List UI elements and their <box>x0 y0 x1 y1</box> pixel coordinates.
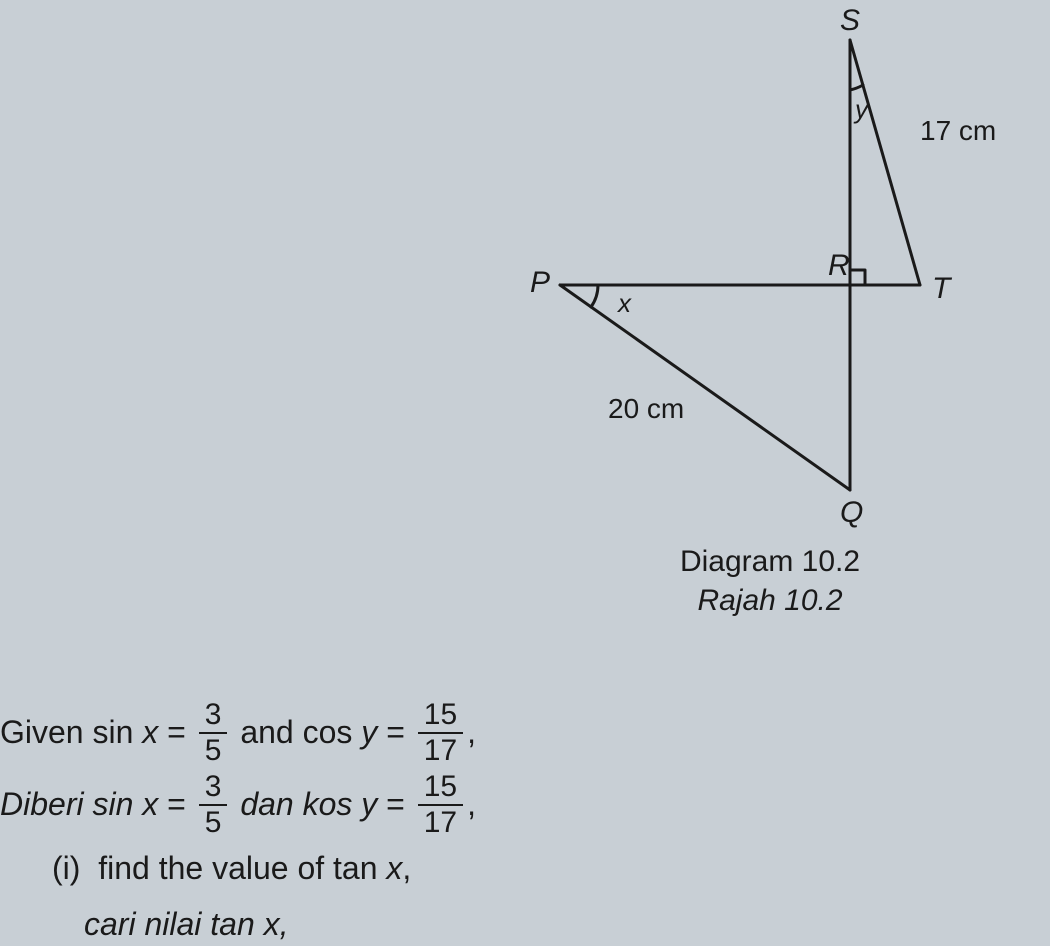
diagram: P R T S Q x y 17 cm 20 cm Diagram 10.2 R… <box>490 0 1050 640</box>
part-i-en: (i) find the value of tan x , <box>0 844 1050 894</box>
txt: = <box>377 708 413 758</box>
label-R: R <box>828 249 850 282</box>
frac-3-5-b: 3 5 <box>199 772 228 838</box>
label-Q: Q <box>840 496 863 529</box>
caption-en: Diagram 10.2 <box>490 542 1050 581</box>
txt: dan kos <box>231 780 361 830</box>
den: 17 <box>418 734 463 766</box>
var-x: x <box>142 780 158 830</box>
given-line-ms: Diberi sin x = 3 5 dan kos y = 15 17 , <box>0 772 1050 838</box>
angle-x-arc <box>591 285 598 307</box>
txt: Diberi <box>0 780 84 830</box>
txt: cari nilai tan x, <box>84 900 289 946</box>
txt: = <box>158 780 194 830</box>
var-x: x <box>142 708 158 758</box>
num: 3 <box>199 700 228 734</box>
var-y: y <box>361 708 377 758</box>
line-PQ <box>560 285 850 490</box>
part-label: (i) <box>52 844 80 894</box>
page-root: P R T S Q x y 17 cm 20 cm Diagram 10.2 R… <box>0 0 1050 946</box>
angle-y-arc <box>850 85 863 90</box>
length-PQ: 20 cm <box>608 393 684 424</box>
var-y: y <box>361 780 377 830</box>
given-line-en: Given sin x = 3 5 and cos y = 15 17 , <box>0 700 1050 766</box>
den: 5 <box>199 734 228 766</box>
num: 15 <box>418 700 463 734</box>
txt: , <box>402 844 411 894</box>
frac-3-5: 3 5 <box>199 700 228 766</box>
diagram-caption: Diagram 10.2 Rajah 10.2 <box>490 542 1050 620</box>
txt: sin <box>84 780 143 830</box>
den: 17 <box>418 806 463 838</box>
txt: find the value of tan <box>80 844 386 894</box>
txt: , <box>467 708 476 758</box>
num: 3 <box>199 772 228 806</box>
label-P: P <box>530 266 550 299</box>
den: 5 <box>199 806 228 838</box>
caption-ms: Rajah 10.2 <box>490 581 1050 620</box>
num: 15 <box>418 772 463 806</box>
problem-text: Given sin x = 3 5 and cos y = 15 17 , Di… <box>0 700 1050 946</box>
label-T: T <box>932 272 953 305</box>
geometry-figure: P R T S Q x y 17 cm 20 cm <box>490 0 1050 560</box>
frac-15-17: 15 17 <box>418 700 463 766</box>
right-angle-mark <box>850 270 865 285</box>
txt: = <box>158 708 194 758</box>
txt: , <box>467 780 476 830</box>
length-ST: 17 cm <box>920 115 996 146</box>
var-x: x <box>386 844 402 894</box>
part-i-ms: cari nilai tan x, <box>0 900 1050 946</box>
label-S: S <box>840 4 860 37</box>
angle-x-label: x <box>616 288 632 318</box>
txt: and cos <box>231 708 361 758</box>
txt: Given sin <box>0 708 142 758</box>
txt: = <box>377 780 413 830</box>
frac-15-17-b: 15 17 <box>418 772 463 838</box>
line-ST <box>850 40 920 285</box>
angle-y-label: y <box>853 94 870 124</box>
